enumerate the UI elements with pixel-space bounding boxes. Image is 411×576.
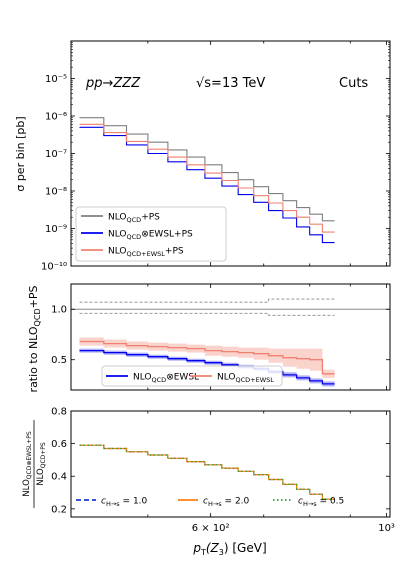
bot-xlabel: pT(Z3) [GeV] <box>192 541 266 557</box>
cuts-label: Cuts <box>339 76 368 91</box>
bot-series-0 <box>79 444 335 500</box>
bot-series-2-legend-label: cH→s = 0.5 <box>298 497 344 509</box>
bot-y-tick-label: 0.2 <box>51 504 67 515</box>
mid-y-tick-label: 0.5 <box>51 355 67 366</box>
bot-panel-frame <box>70 410 391 518</box>
top-y-tick-label: 10⁻⁹ <box>45 224 67 235</box>
top-legend: NLOQCD+PS NLOQCD⊗EWSL+PS NLOQCD+EWSL+PS <box>75 206 227 262</box>
top-series-0-legend-label: NLOQCD+PS <box>108 213 160 225</box>
top-ylabel: σ per bin [pb] <box>14 116 27 191</box>
bot-series-0-legend-label: cH→s = 1.0 <box>101 497 148 509</box>
scale-ratio-panel: 0.2 0.4 0.6 0.8 6 × 10² 10³ NLOQCD⊗EWSL+PS NL… <box>22 407 395 558</box>
mid-y-tick-label: 1.0 <box>51 305 67 316</box>
bot-ylabel-denominator: NLOQCD+PS <box>36 442 47 486</box>
top-series-1-legend-label: NLOQCD⊗EWSL+PS <box>108 230 193 242</box>
mid-grey-upper <box>79 298 335 303</box>
top-series-2-legend-label: NLOQCD+EWSL+PS <box>108 247 184 259</box>
process-label: pp→ZZZ <box>85 76 141 91</box>
bot-ylabel: NLOQCD⊗EWSL+PS NLOQCD+PS <box>22 420 47 508</box>
mid-series-1-legend-label: NLOQCD+EWSL <box>217 373 274 385</box>
mid-series-0 <box>79 349 335 385</box>
top-y-tick-label: 10⁻⁶ <box>45 112 67 123</box>
bot-y-tick-label: 0.8 <box>51 407 67 418</box>
mid-band-1 <box>79 337 335 378</box>
bot-y-tick-label: 0.6 <box>51 439 67 450</box>
mid-legend: NLOQCD⊗EWSL NLOQCD+EWSL <box>101 365 283 387</box>
top-y-tick-label: 10⁻⁵ <box>45 74 67 85</box>
bot-legend: cH→s = 1.0 cH→s = 2.0 cH→s = 0.5 <box>76 497 344 509</box>
bot-series-2 <box>79 444 335 500</box>
top-y-tick-label: 10⁻¹⁰ <box>41 262 67 273</box>
top-series-2 <box>79 123 335 233</box>
bot-series-1 <box>79 444 335 500</box>
cross-section-panel: 10⁻¹⁰ 10⁻⁹ 10⁻⁸ 10⁻⁷ 10⁻⁶ 10⁻⁵ pp→ZZZ √s=13 T… <box>14 40 391 273</box>
top-y-tick-label: 10⁻⁷ <box>45 149 67 160</box>
mid-series-1 <box>79 340 335 375</box>
x-tick-label: 10³ <box>378 523 395 534</box>
bot-y-tick-label: 0.4 <box>51 472 67 483</box>
mid-panel-frame <box>70 283 391 391</box>
energy-label: √s=13 TeV <box>196 76 265 91</box>
x-tick-label: 6 × 10² <box>192 523 230 534</box>
top-legend-box <box>75 206 227 262</box>
bot-series-1-legend-label: cH→s = 2.0 <box>203 497 250 509</box>
ratio-panel: 0.51.0 ratio to NLOQCD+PS NLOQCD⊗EWSL NLO… <box>27 283 391 393</box>
top-series-1 <box>79 126 335 244</box>
mid-ylabel: ratio to NLOQCD+PS <box>27 286 42 393</box>
top-series-0 <box>79 117 335 222</box>
top-y-tick-label: 10⁻⁸ <box>45 187 67 198</box>
mid-series-0-legend-label: NLOQCD⊗EWSL <box>133 373 199 385</box>
bot-ylabel-numerator: NLOQCD⊗EWSL+PS <box>22 431 33 497</box>
mid-grey-lower <box>79 312 335 316</box>
